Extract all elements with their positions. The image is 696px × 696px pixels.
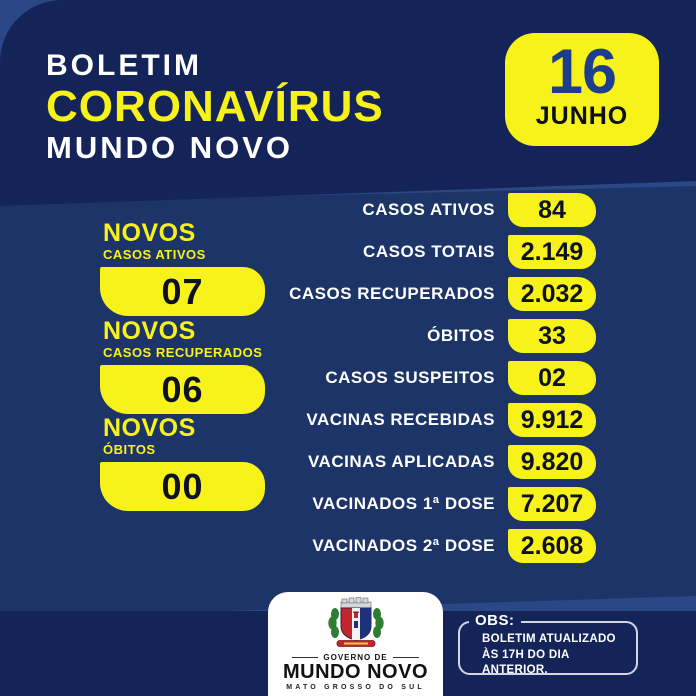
- stat-row-vacinados-2-dose: VACINADOS 2ª DOSE 2.608: [196, 529, 596, 563]
- new-cases-active-group: NOVOS CASOS ATIVOS 07: [100, 221, 265, 316]
- stat-value: 33: [508, 319, 596, 353]
- title-block: BOLETIM CORONAVÍRUS MUNDO NOVO: [46, 50, 384, 164]
- stat-label: CASOS SUSPEITOS: [325, 368, 495, 387]
- date-badge: 16 JUNHO: [505, 33, 659, 146]
- observation-title: OBS:: [469, 612, 521, 629]
- date-month: JUNHO: [535, 102, 629, 130]
- stat-value: 2.032: [508, 277, 596, 311]
- stat-row-casos-recuperados: CASOS RECUPERADOS 2.032: [196, 277, 596, 311]
- new-group-prefix: NOVOS: [103, 317, 196, 345]
- government-logo-card: GOVERNO DE MUNDO NOVO MATO GROSSO DO SUL: [268, 592, 443, 696]
- observation-note: OBS: BOLETIM ATUALIZADO ÀS 17H DO DIA AN…: [458, 612, 638, 676]
- stat-row-casos-totais: CASOS TOTAIS 2.149: [196, 235, 596, 269]
- stat-value: 02: [508, 361, 596, 395]
- new-group-label: CASOS ATIVOS: [103, 247, 206, 262]
- new-group-label: ÓBITOS: [103, 442, 156, 457]
- new-group-prefix: NOVOS: [103, 414, 196, 442]
- stat-label: VACINAS RECEBIDAS: [306, 410, 495, 429]
- stat-row-vacinados-1-dose: VACINADOS 1ª DOSE 7.207: [196, 487, 596, 521]
- new-group-label: CASOS RECUPERADOS: [103, 345, 263, 360]
- new-deaths-group: NOVOS ÓBITOS 00: [100, 416, 265, 511]
- new-group-value: 06: [100, 365, 265, 414]
- observation-text: BOLETIM ATUALIZADO ÀS 17H DO DIA ANTERIO…: [482, 632, 636, 679]
- stat-label: CASOS ATIVOS: [362, 200, 495, 219]
- observation-line2: ÀS 17H DO DIA ANTERIOR.: [482, 648, 570, 677]
- stat-value: 84: [508, 193, 596, 227]
- governo-de-text: GOVERNO DE: [323, 653, 388, 662]
- stat-value: 2.149: [508, 235, 596, 269]
- stat-row-casos-ativos: CASOS ATIVOS 84: [196, 193, 596, 227]
- stat-value: 9.912: [508, 403, 596, 437]
- new-cases-recovered-group: NOVOS CASOS RECUPERADOS 06: [100, 319, 265, 414]
- new-group-value: 00: [100, 462, 265, 511]
- stat-row-obitos: ÓBITOS 33: [196, 319, 596, 353]
- logo-city-name: MUNDO NOVO: [283, 661, 428, 683]
- coat-of-arms-icon: [327, 597, 384, 647]
- stat-label: VACINADOS 2ª DOSE: [312, 536, 495, 555]
- new-group-prefix: NOVOS: [103, 219, 196, 247]
- observation-line1: BOLETIM ATUALIZADO: [482, 633, 616, 645]
- stat-row-vacinas-recebidas: VACINAS RECEBIDAS 9.912: [196, 403, 596, 437]
- stat-label: VACINAS APLICADAS: [307, 452, 495, 471]
- stat-label: ÓBITOS: [427, 326, 495, 345]
- stat-label: CASOS RECUPERADOS: [289, 284, 495, 303]
- stat-label: VACINADOS 1ª DOSE: [312, 494, 495, 513]
- stat-value: 2.608: [508, 529, 596, 563]
- stat-value: 7.207: [508, 487, 596, 521]
- stat-value: 9.820: [508, 445, 596, 479]
- date-day: 16: [547, 37, 617, 107]
- rule-right: [392, 657, 419, 658]
- new-group-value: 07: [100, 267, 265, 316]
- stat-row-vacinas-aplicadas: VACINAS APLICADAS 9.820: [196, 445, 596, 479]
- stat-label: CASOS TOTAIS: [363, 242, 495, 261]
- title-boletim: BOLETIM: [46, 49, 202, 82]
- logo-state-name: MATO GROSSO DO SUL: [286, 684, 425, 691]
- stat-row-casos-suspeitos: CASOS SUSPEITOS 02: [196, 361, 596, 395]
- governo-de-line: GOVERNO DE: [268, 653, 443, 662]
- stats-list: CASOS ATIVOS 84 CASOS TOTAIS 2.149 CASOS…: [196, 193, 596, 571]
- title-coronavirus: CORONAVÍRUS: [46, 81, 384, 131]
- rule-left: [292, 657, 319, 658]
- title-mundo-novo: MUNDO NOVO: [46, 129, 293, 165]
